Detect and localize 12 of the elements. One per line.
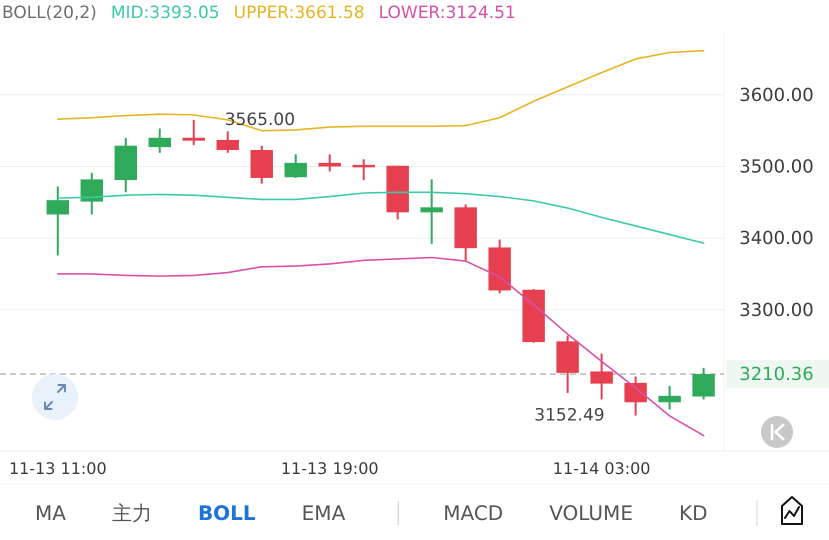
ref-line-label: 3210.36 — [739, 364, 814, 385]
x-tick-label: 11-13 11:00 — [8, 458, 107, 478]
y-tick-label: 3600.00 — [739, 84, 814, 106]
annotation: 3565.00 — [224, 110, 296, 130]
y-tick-label: 3300.00 — [739, 299, 814, 320]
y-tick-label: 3500.00 — [739, 156, 814, 177]
title: BOLL(20,2) — [2, 3, 97, 23]
y-tick-label: 3400.00 — [739, 228, 814, 249]
x-tick-label: 11-14 03:00 — [552, 458, 650, 478]
x-tick-label: 11-13 19:00 — [280, 458, 379, 478]
legend: MID:3393.05 UPPER:3661.58 LOWER:3124.51 — [110, 3, 516, 23]
annotation: 3152.49 — [534, 406, 605, 426]
